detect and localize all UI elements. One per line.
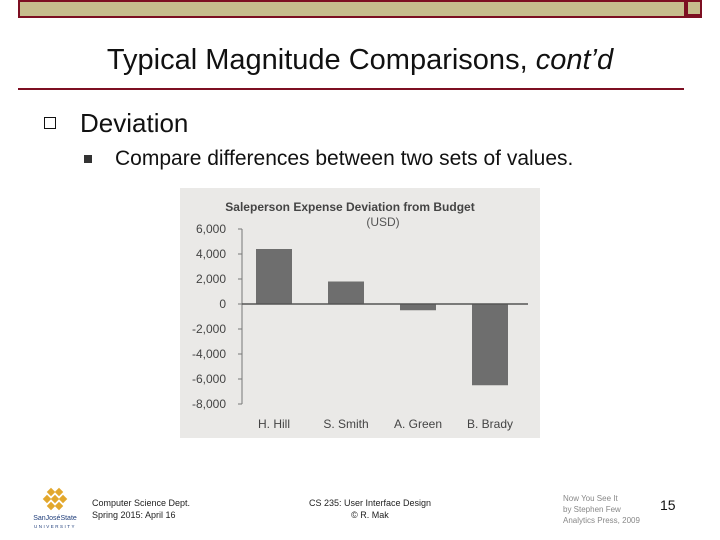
university-logo: SanJoséState UNIVERSITY (30, 487, 80, 532)
x-category-label: B. Brady (467, 417, 513, 431)
footer-term-line: Spring 2015: April 16 (92, 510, 176, 520)
bar-a-green (400, 304, 436, 311)
logo-sub: UNIVERSITY (34, 524, 76, 529)
y-tick-label: -8,000 (192, 397, 226, 411)
top-band-box (688, 2, 700, 14)
y-tick-label: 6,000 (196, 222, 226, 236)
chart-title: Saleperson Expense Deviation from Budget (225, 200, 474, 214)
bullet-deviation: Deviation (80, 108, 189, 138)
y-tick-label: -4,000 (192, 347, 226, 361)
slide-title-italic: cont’d (535, 44, 614, 76)
bar-h-hill (256, 249, 292, 304)
x-category-label: S. Smith (323, 417, 368, 431)
slide-title-main: Typical Magnitude Comparisons, (106, 44, 536, 76)
x-category-label: A. Green (394, 417, 442, 431)
page-number: 15 (660, 497, 676, 513)
chart-svg: Saleperson Expense Deviation from Budget… (192, 200, 528, 431)
sub-bullet-square-icon (84, 155, 92, 163)
y-tick-label: 0 (219, 297, 226, 311)
y-tick-label: 2,000 (196, 272, 226, 286)
top-band-fill (20, 2, 684, 16)
footer-source: Now You See It by Stephen Few Analytics … (563, 493, 640, 526)
chart-subtitle: (USD) (366, 215, 399, 229)
footer-book-pub: Analytics Press, 2009 (563, 516, 640, 525)
y-tick-label: 4,000 (196, 247, 226, 261)
title-rule (18, 88, 684, 90)
footer-book-title: Now You See It (563, 494, 618, 503)
footer-dept: Computer Science Dept. Spring 2015: Apri… (92, 497, 190, 521)
bullet-compare: Compare differences between two sets of … (115, 147, 574, 170)
footer-course-line: CS 235: User Interface Design (308, 498, 432, 508)
deviation-chart: Saleperson Expense Deviation from Budget… (180, 188, 540, 438)
y-tick-label: -6,000 (192, 372, 226, 386)
slide-title: Typical Magnitude Comparisons, cont’d (0, 44, 720, 77)
bar-s-smith (328, 281, 364, 304)
top-band (18, 0, 702, 18)
footer-author-line: © R. Mak (351, 510, 389, 520)
y-tick-label: -2,000 (192, 322, 226, 336)
bar-b-brady (472, 304, 508, 386)
footer-dept-line: Computer Science Dept. (92, 498, 191, 508)
footer-book-author: by Stephen Few (563, 505, 621, 514)
logo-name: SanJoséState (33, 515, 77, 522)
footer-course: CS 235: User Interface Design © R. Mak (280, 497, 460, 521)
bullet-square-icon (44, 117, 56, 129)
x-category-label: H. Hill (258, 417, 290, 431)
